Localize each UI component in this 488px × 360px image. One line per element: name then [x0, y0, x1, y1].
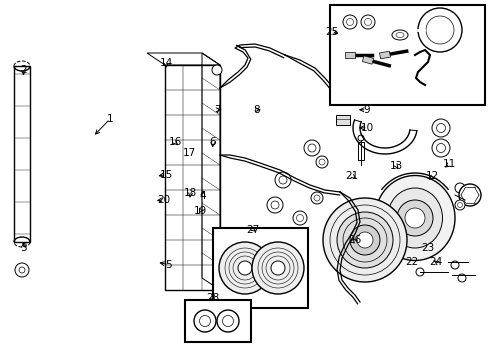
Circle shape [356, 232, 372, 248]
Text: 14: 14 [159, 58, 173, 68]
Text: 5: 5 [165, 260, 172, 270]
Bar [213, 228, 307, 308]
Circle shape [219, 242, 270, 294]
Text: 17: 17 [183, 148, 196, 158]
Circle shape [212, 65, 222, 75]
Circle shape [19, 267, 25, 273]
Ellipse shape [374, 175, 454, 261]
Circle shape [274, 172, 290, 188]
Text: 15: 15 [159, 170, 173, 180]
Bar [379, 51, 389, 59]
Circle shape [431, 119, 449, 137]
Text: 4: 4 [199, 191, 206, 201]
Circle shape [310, 192, 323, 204]
Circle shape [323, 198, 406, 282]
Text: 16: 16 [168, 137, 182, 147]
Text: 6: 6 [209, 137, 216, 147]
Ellipse shape [391, 30, 407, 40]
Circle shape [404, 208, 424, 228]
Text: 2: 2 [20, 65, 27, 75]
Circle shape [15, 263, 29, 277]
Circle shape [292, 211, 306, 225]
Circle shape [342, 15, 356, 29]
Circle shape [270, 261, 285, 275]
Text: 22: 22 [404, 257, 418, 267]
Text: 11: 11 [442, 159, 456, 169]
Text: 26: 26 [347, 235, 361, 246]
Ellipse shape [386, 188, 442, 248]
Text: 3: 3 [20, 243, 27, 253]
Text: 12: 12 [425, 171, 439, 181]
Bar [345, 52, 354, 58]
Circle shape [217, 310, 239, 332]
Text: 28: 28 [205, 293, 219, 303]
Circle shape [251, 242, 304, 294]
Text: 19: 19 [193, 206, 207, 216]
Bar [184, 300, 250, 342]
Bar [357, 142, 363, 160]
Circle shape [360, 15, 374, 29]
Text: 18: 18 [183, 188, 197, 198]
Circle shape [238, 261, 251, 275]
Text: 10: 10 [361, 123, 373, 133]
Circle shape [396, 200, 432, 236]
Circle shape [431, 139, 449, 157]
Circle shape [315, 156, 327, 168]
Circle shape [260, 260, 275, 276]
Circle shape [349, 225, 379, 255]
Bar [335, 115, 349, 125]
Text: 13: 13 [388, 161, 402, 171]
Text: 27: 27 [246, 225, 260, 235]
Text: 25: 25 [324, 27, 338, 37]
Text: 20: 20 [157, 195, 170, 205]
Circle shape [194, 310, 216, 332]
Circle shape [304, 140, 319, 156]
Text: 9: 9 [363, 105, 369, 115]
Text: 21: 21 [345, 171, 358, 181]
Bar [14, 66, 30, 242]
Text: 8: 8 [253, 105, 260, 115]
Text: 7: 7 [214, 105, 221, 115]
Bar [329, 5, 484, 105]
Text: 24: 24 [428, 257, 442, 267]
Text: 23: 23 [420, 243, 434, 253]
Circle shape [336, 212, 392, 268]
Circle shape [454, 200, 464, 210]
Bar [362, 56, 373, 64]
Text: 1: 1 [106, 114, 113, 124]
Circle shape [458, 184, 480, 206]
Circle shape [357, 135, 363, 141]
Circle shape [266, 197, 283, 213]
